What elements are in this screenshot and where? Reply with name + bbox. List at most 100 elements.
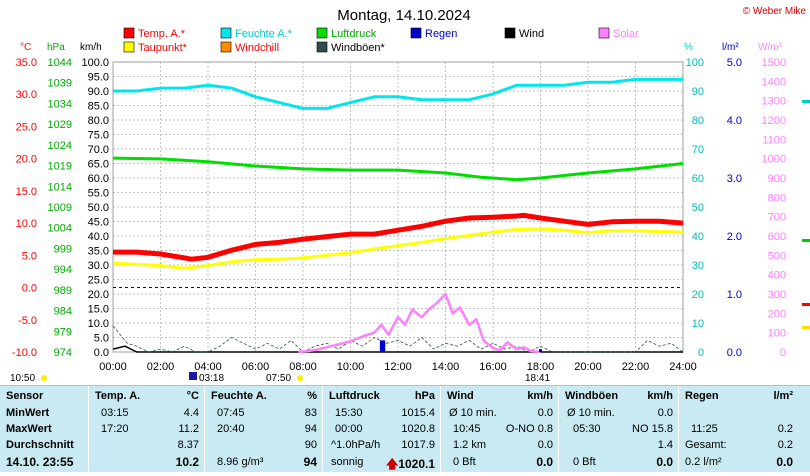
- rain-tick-label: 3.0: [727, 173, 742, 185]
- hum-tick-label: 80: [692, 115, 704, 127]
- press-tick-label: 1004: [48, 223, 72, 235]
- rain-max-value: 0.2: [777, 423, 793, 435]
- x-tick-label: 20:00: [574, 361, 602, 373]
- hum-tick-label: 50: [692, 202, 704, 214]
- series-line-taupunkt: [112, 227, 684, 270]
- press-max-time: 00:00: [335, 423, 363, 435]
- hum-tick-label: 0: [698, 347, 704, 359]
- temp-max-time: 17:20: [101, 423, 129, 435]
- sunrise-label: 07:50: [266, 373, 291, 384]
- current-value-marker: [802, 303, 810, 306]
- gust-day-avg: 1.4: [657, 439, 673, 451]
- col-press: Luftdruck hPa 15:30 1015.4 00:00 1020.8 …: [322, 386, 441, 472]
- series-line-solar: [298, 292, 541, 354]
- wind-tick-label: 25.0: [88, 275, 109, 287]
- col-rain: Regen l/m² 11:25 0.2 Gesamt: 0.2 0.2 l/m…: [678, 386, 810, 472]
- press-current-number: 1020.1: [398, 457, 435, 471]
- x-tick-label: 02:00: [147, 361, 175, 373]
- solar-tick-label: 1200: [762, 115, 786, 127]
- series-line-wind: [112, 345, 683, 353]
- rain-unit: l/m²: [773, 390, 793, 402]
- press-avg-value: 1017.9: [401, 439, 435, 451]
- rain-bar: [379, 340, 383, 352]
- hum-unit-label: %: [684, 42, 693, 53]
- wind-bft: 0 Bft: [453, 456, 476, 468]
- temp-tick-label: 15.0: [16, 186, 37, 198]
- wind-tick-label: 80.0: [88, 115, 109, 127]
- hum-tick-label: 40: [692, 231, 704, 243]
- legend-label: Windchill: [235, 42, 279, 54]
- wind-unit-label: km/h: [80, 42, 102, 53]
- sunset-label: 18:41: [525, 373, 550, 384]
- legend-swatch: [410, 27, 422, 39]
- legend-label: Taupunkt*: [138, 42, 188, 54]
- sensor-row-avg: Durchschnitt: [6, 439, 74, 451]
- current-value-marker: [802, 100, 810, 103]
- x-tick-label: 04:00: [194, 361, 222, 373]
- press-tick-label: 999: [54, 243, 72, 255]
- press-min-value: 1015.4: [401, 407, 435, 419]
- solar-tick-label: 1300: [762, 96, 786, 108]
- x-tick-label: 08:00: [289, 361, 317, 373]
- wind-tick-label: 40.0: [88, 231, 109, 243]
- solar-tick-label: 200: [768, 308, 786, 320]
- wind-max-time: 10:45: [453, 423, 481, 435]
- legend-swatch: [598, 27, 610, 39]
- hum-max-time: 20:40: [217, 423, 245, 435]
- moon-icon: [189, 372, 197, 380]
- gust-max-value: NO 15.8: [632, 423, 673, 435]
- stats-table: Sensor MinWert MaxWert Durchschnitt 14.1…: [0, 385, 810, 472]
- col-hum: Feuchte A. % 07:45 83 20:40 94 90 8.96 g…: [204, 386, 323, 472]
- wind-tick-label: 50.0: [88, 202, 109, 214]
- rain-tick-label: 2.0: [727, 231, 742, 243]
- temp-tick-label: 0.0: [22, 283, 37, 295]
- press-tick-label: 1044: [48, 57, 72, 69]
- rain-day-total: 0.2 l/m²: [685, 456, 722, 468]
- wind-tick-label: 75.0: [88, 130, 109, 142]
- press-tick-label: 1034: [48, 98, 72, 110]
- sun-markers: 10:50 03:18 07:50 18:41: [10, 372, 550, 384]
- rain-unit-label: l/m²: [722, 42, 739, 53]
- chart-title: Montag, 14.10.2024: [337, 7, 470, 24]
- press-unit-label: hPa: [47, 42, 65, 53]
- series-line-feuchtea: [113, 77, 683, 110]
- chart-axes: 35.0 30.0 25.0 20.0 15.0 10.0 5.0 0.0 -5.0 -10.0 1…: [12, 57, 810, 373]
- wind-tick-label: 30.0: [88, 260, 109, 272]
- temp-tick-label: -5.0: [18, 315, 37, 327]
- wind-max-value: O-NO 0.8: [505, 423, 553, 435]
- wind-current-value: 0.0: [536, 455, 553, 469]
- x-tick-label: 06:00: [242, 361, 270, 373]
- temp-tick-label: 10.0: [16, 218, 37, 230]
- legend-label: Feuchte A.*: [235, 28, 293, 40]
- hum-header: Feuchte A.: [211, 390, 267, 402]
- rain-bar: [382, 340, 386, 352]
- hum-unit: %: [307, 390, 317, 402]
- legend-swatch: [504, 27, 516, 39]
- chart-grid: [112, 61, 684, 353]
- rain-tick-label: 0.0: [727, 347, 742, 359]
- temp-unit-label: °C: [20, 42, 31, 53]
- legend-label: Temp. A.*: [138, 28, 186, 40]
- wind-tick-label: 95.0: [88, 72, 109, 84]
- chart-legend: Temp. A.* Feuchte A.* Luftdruck Regen Wind So…: [123, 27, 639, 54]
- current-value-marker: [802, 326, 810, 329]
- left-time-label: 10:50: [10, 373, 35, 384]
- solar-tick-label: 700: [768, 212, 786, 224]
- wind-tick-label: 90.0: [88, 86, 109, 98]
- solar-tick-label: 0: [780, 347, 786, 359]
- hum-tick-label: 20: [692, 289, 704, 301]
- copyright-label: © Weber Mike: [743, 6, 807, 17]
- x-tick-label: 00:00: [99, 361, 127, 373]
- wind-tick-label: 45.0: [88, 217, 109, 229]
- wind-tick-label: 5.0: [94, 333, 109, 345]
- hum-tick-label: 90: [692, 86, 704, 98]
- press-trend: ^1.0hPa/h: [331, 439, 381, 451]
- hum-tick-label: 60: [692, 173, 704, 185]
- legend-swatch: [316, 27, 328, 39]
- wind-tick-label: 0.0: [94, 347, 109, 359]
- hum-tick-label: 100: [686, 57, 704, 69]
- hum-avg-value: 90: [304, 439, 317, 451]
- sensor-row-max: MaxWert: [6, 423, 52, 435]
- hum-tick-label: 10: [692, 318, 704, 330]
- solar-tick-label: 1400: [762, 76, 786, 88]
